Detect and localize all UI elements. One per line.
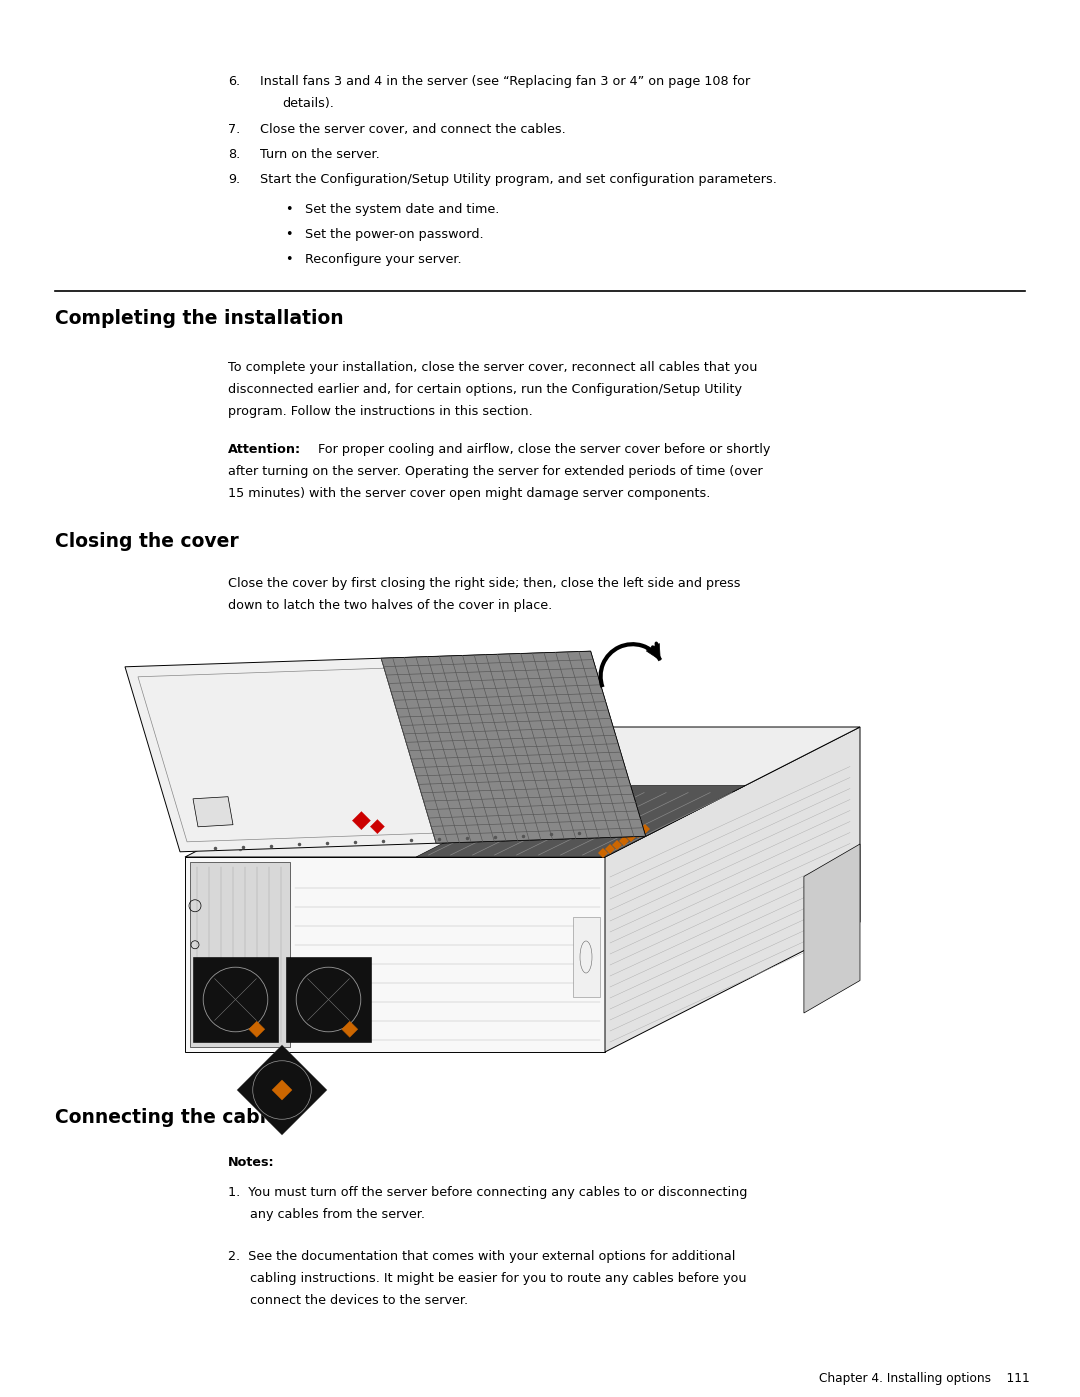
Text: Reconfigure your server.: Reconfigure your server. [305,253,461,265]
Text: 15 minutes) with the server cover open might damage server components.: 15 minutes) with the server cover open m… [228,488,711,500]
Text: Close the server cover, and connect the cables.: Close the server cover, and connect the … [260,123,566,136]
Polygon shape [626,833,636,842]
Text: down to latch the two halves of the cover in place.: down to latch the two halves of the cove… [228,599,552,612]
Text: Install fans 3 and 4 in the server (see “Replacing fan 3 or 4” on page 108 for: Install fans 3 and 4 in the server (see … [260,75,751,88]
Polygon shape [573,916,600,997]
Text: details).: details). [282,96,334,110]
Polygon shape [370,820,384,834]
Polygon shape [605,726,860,1052]
Text: Completing the installation: Completing the installation [55,309,343,328]
Text: Start the Configuration/Setup Utility program, and set configuration parameters.: Start the Configuration/Setup Utility pr… [260,173,777,186]
Text: 2.  See the documentation that comes with your external options for additional: 2. See the documentation that comes with… [228,1250,735,1263]
Polygon shape [286,957,372,1042]
Polygon shape [598,848,608,858]
Text: Close the cover by first closing the right side; then, close the left side and p: Close the cover by first closing the rig… [228,577,741,590]
Text: 9.: 9. [228,173,240,186]
Polygon shape [640,824,650,834]
Polygon shape [633,828,643,838]
Polygon shape [193,796,233,827]
Polygon shape [185,856,605,1052]
Text: •: • [285,228,293,242]
Polygon shape [231,785,543,834]
Text: Closing the cover: Closing the cover [55,532,239,550]
Polygon shape [605,844,615,854]
Polygon shape [646,644,660,661]
Text: For proper cooling and airflow, close the server cover before or shortly: For proper cooling and airflow, close th… [306,443,770,455]
Text: cabling instructions. It might be easier for you to route any cables before you: cabling instructions. It might be easier… [249,1273,746,1285]
Text: Set the power-on password.: Set the power-on password. [305,228,484,242]
Text: •: • [285,253,293,265]
Polygon shape [193,957,278,1042]
Polygon shape [185,726,860,856]
Polygon shape [416,785,745,856]
Text: Connecting the cables: Connecting the cables [55,1108,291,1127]
Text: 8.: 8. [228,148,240,161]
Text: 1.  You must turn off the server before connecting any cables to or disconnectin: 1. You must turn off the server before c… [228,1186,747,1199]
Text: Turn on the server.: Turn on the server. [260,148,380,161]
Text: after turning on the server. Operating the server for extended periods of time (: after turning on the server. Operating t… [228,465,762,478]
Text: disconnected earlier and, for certain options, run the Configuration/Setup Utili: disconnected earlier and, for certain op… [228,383,742,395]
Text: any cables from the server.: any cables from the server. [249,1208,426,1221]
Polygon shape [248,1021,265,1037]
Text: Chapter 4. Installing options    111: Chapter 4. Installing options 111 [820,1372,1030,1384]
Text: Set the system date and time.: Set the system date and time. [305,203,499,217]
Polygon shape [237,1045,327,1134]
Text: connect the devices to the server.: connect the devices to the server. [249,1294,468,1308]
Text: •: • [285,203,293,217]
Text: 7.: 7. [228,123,240,136]
Text: program. Follow the instructions in this section.: program. Follow the instructions in this… [228,405,532,418]
Text: Attention:: Attention: [228,443,301,455]
Text: Notes:: Notes: [228,1155,274,1169]
Polygon shape [341,1021,357,1037]
Polygon shape [352,812,370,830]
Polygon shape [612,840,622,849]
Polygon shape [272,1080,292,1099]
Polygon shape [381,651,646,844]
Text: To complete your installation, close the server cover, reconnect all cables that: To complete your installation, close the… [228,360,757,374]
Polygon shape [190,862,291,1046]
Polygon shape [619,835,629,847]
Polygon shape [125,651,646,852]
Text: 6.: 6. [228,75,240,88]
Polygon shape [804,844,860,1013]
